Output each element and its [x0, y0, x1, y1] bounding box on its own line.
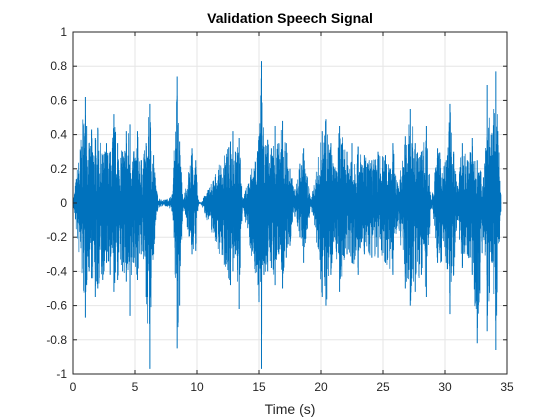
- x-tick-label: 0: [70, 380, 77, 394]
- y-tick-label: 0.6: [50, 93, 67, 107]
- x-axis-label: Time (s): [265, 401, 316, 417]
- signal-series: [72, 61, 502, 369]
- y-tick-label: 0.4: [50, 128, 67, 142]
- signal-line: [72, 78, 502, 335]
- y-tick-label: -0.4: [46, 264, 67, 278]
- x-tick-label: 25: [376, 380, 390, 394]
- x-tick-label: 35: [500, 380, 514, 394]
- y-tick-label: 0.8: [50, 59, 67, 73]
- x-tick-label: 10: [190, 380, 204, 394]
- y-tick-label: -0.8: [46, 333, 67, 347]
- y-tick-label: -0.6: [46, 299, 67, 313]
- x-tick-label: 15: [252, 380, 266, 394]
- y-tick-label: 0.2: [50, 162, 67, 176]
- y-tick-label: 0: [60, 196, 67, 210]
- x-tick-label: 5: [132, 380, 139, 394]
- x-tick-label: 30: [438, 380, 452, 394]
- x-tick-label: 20: [314, 380, 328, 394]
- x-tick-labels: 0 5 10 15 20 25 30 35: [70, 380, 514, 394]
- y-tick-label: -1: [56, 367, 67, 381]
- y-tick-label: 1: [60, 25, 67, 39]
- y-tick-labels: -1 -0.8 -0.6 -0.4 -0.2 0 0.2 0.4 0.6 0.8 1: [46, 25, 67, 381]
- chart-title: Validation Speech Signal: [207, 10, 373, 26]
- y-tick-label: -0.2: [46, 230, 67, 244]
- ticks: [72, 31, 508, 375]
